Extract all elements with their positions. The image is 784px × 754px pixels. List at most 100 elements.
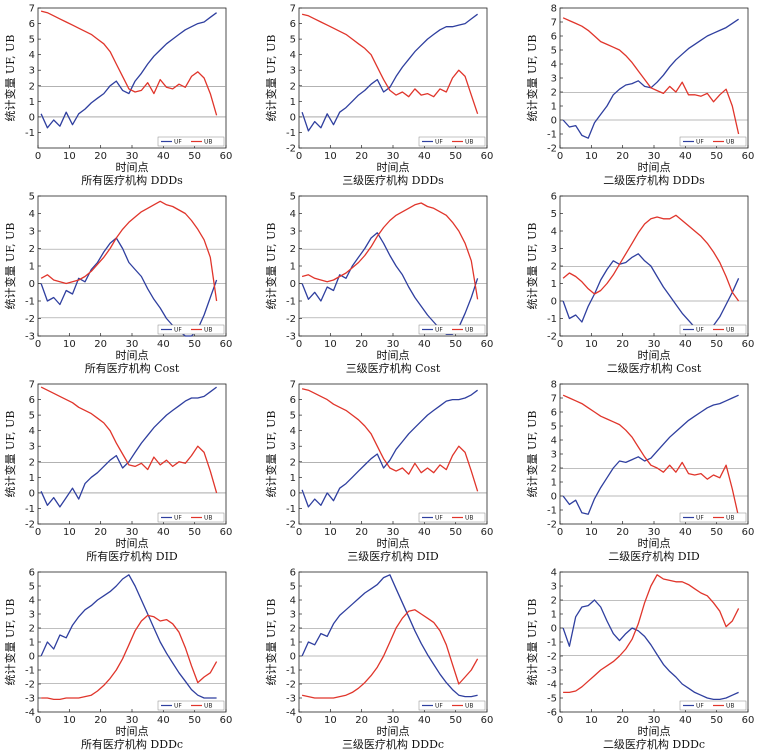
series-line-uf <box>301 232 479 335</box>
y-tick-label: 2 <box>290 81 296 92</box>
series-line-ub <box>40 386 218 494</box>
y-tick-label: 1 <box>551 478 557 489</box>
y-tick-label: -3 <box>286 694 296 705</box>
y-tick-label: 3 <box>29 610 35 621</box>
x-tick-label: 30 <box>648 339 661 350</box>
x-tick-label: 0 <box>35 151 41 162</box>
series-line-ub <box>562 394 740 518</box>
chart-caption: 二级医疗机构 DID <box>608 549 700 563</box>
x-tick-label: 0 <box>557 339 563 350</box>
y-tick-label: 0 <box>29 488 35 499</box>
y-tick-label: -4 <box>547 680 557 691</box>
y-tick-label: 5 <box>29 35 35 46</box>
x-tick-label: 10 <box>324 527 337 538</box>
legend: UF UB <box>418 512 486 523</box>
plot-frame <box>559 571 749 713</box>
y-axis-label: 统计变量 UF, UB <box>3 598 17 685</box>
y-tick-label: 4 <box>551 568 557 579</box>
series-line-ub <box>301 609 479 699</box>
chart-panel-6: 0 10 20 30 40 50 60 -2 -1 0 1 2 3 4 5 6 UF UB 统计变量 UF, UB 时… <box>522 188 783 376</box>
x-tick-label: 50 <box>188 151 201 162</box>
x-tick-label: 0 <box>35 527 41 538</box>
x-tick-label: 50 <box>449 527 462 538</box>
x-tick-label: 60 <box>742 715 755 726</box>
plot-frame <box>298 7 488 149</box>
legend-label-uf: UF <box>174 327 182 334</box>
chart-svg: 0 10 20 30 40 50 60 -3 -2 -1 0 1 2 3 4 5 UF UB 统计变量 UF, UB… <box>3 192 232 376</box>
legend: UF UB <box>157 136 225 147</box>
y-tick-label: 1 <box>290 638 296 649</box>
y-tick-label: 3 <box>29 66 35 77</box>
chart-caption: 所有医疗机构 DDDs <box>81 173 183 187</box>
y-tick-label: 2 <box>29 244 35 255</box>
y-axis-label: 统计变量 UF, UB <box>3 410 17 497</box>
y-tick-label: 4 <box>290 50 296 61</box>
x-tick-label: 40 <box>157 527 170 538</box>
x-tick-label: 30 <box>126 527 139 538</box>
x-tick-label: 30 <box>126 151 139 162</box>
y-tick-label: 0 <box>290 279 296 290</box>
chart-svg: 0 10 20 30 40 50 60 -4 -3 -2 -1 0 1 2 3 4 5 6 UF UB 统计变量 UF,… <box>264 568 493 752</box>
y-tick-label: 1 <box>551 279 557 290</box>
x-tick-label: 20 <box>616 151 629 162</box>
chart-svg: 0 10 20 30 40 50 60 -2 -1 0 1 2 3 4 5 6 7 UF UB 统计变量 UF, UB… <box>3 380 232 564</box>
y-tick-label: -1 <box>286 666 296 677</box>
x-tick-label: 60 <box>742 527 755 538</box>
y-tick-label: 5 <box>290 35 296 46</box>
x-tick-label: 50 <box>710 339 723 350</box>
x-tick-label: 10 <box>63 151 76 162</box>
y-tick-label: 2 <box>29 457 35 468</box>
legend: UF UB <box>418 700 486 711</box>
y-axis-label: 统计变量 UF, UB <box>525 34 539 121</box>
y-tick-label: 1 <box>551 102 557 113</box>
y-tick-label: 1 <box>29 262 35 273</box>
x-tick-label: 50 <box>188 339 201 350</box>
x-axis-label: 时间点 <box>638 725 671 738</box>
y-tick-label: -1 <box>286 504 296 515</box>
y-tick-label: 6 <box>29 395 35 406</box>
chart-panel-1: 0 10 20 30 40 50 60 -1 0 1 2 3 4 5 6 7 UF UB 统计变量 UF, UB 时间… <box>0 0 261 188</box>
y-tick-label: -3 <box>547 666 557 677</box>
x-tick-label: 10 <box>585 151 598 162</box>
chart-svg: 0 10 20 30 40 50 60 -2 -1 0 1 2 3 4 5 6 UF UB 统计变量 UF, UB 时… <box>525 192 755 376</box>
y-tick-label: -2 <box>286 314 296 325</box>
y-tick-label: 3 <box>551 244 557 255</box>
x-tick-label: 20 <box>616 339 629 350</box>
legend-label-ub: UB <box>204 515 213 522</box>
x-tick-label: 20 <box>94 151 107 162</box>
y-tick-label: 5 <box>551 422 557 433</box>
y-tick-label: 3 <box>551 582 557 593</box>
y-tick-label: 2 <box>290 457 296 468</box>
x-tick-label: 30 <box>387 527 400 538</box>
y-tick-label: 3 <box>29 227 35 238</box>
y-axis-label: 统计变量 UF, UB <box>525 410 539 497</box>
x-tick-label: 40 <box>679 339 692 350</box>
x-tick-label: 50 <box>188 715 201 726</box>
y-tick-label: 1 <box>29 638 35 649</box>
chart-panel-3: 0 10 20 30 40 50 60 -2 -1 0 1 2 3 4 5 6 7 8 UF UB 统计变量 UF, U… <box>522 0 783 188</box>
y-tick-label: 3 <box>551 74 557 85</box>
legend-label-uf: UF <box>696 327 704 334</box>
y-tick-label: -2 <box>286 680 296 691</box>
series-line-uf <box>301 389 478 508</box>
y-tick-label: 5 <box>290 192 296 203</box>
x-tick-label: 10 <box>63 339 76 350</box>
chart-caption: 三级医疗机构 DDDc <box>342 737 444 751</box>
chart-panel-12: 0 10 20 30 40 50 60 -6 -5 -4 -3 -2 -1 0 1 2 3 4 UF UB 统计变量 U… <box>522 564 783 752</box>
x-tick-label: 60 <box>742 339 755 350</box>
y-axis-label: 统计变量 UF, UB <box>264 410 278 497</box>
x-tick-label: 50 <box>188 527 201 538</box>
y-tick-label: 1 <box>551 610 557 621</box>
chart-panel-8: 0 10 20 30 40 50 60 -2 -1 0 1 2 3 4 5 6 7 UF UB 统计变量 UF, UB… <box>261 376 522 564</box>
y-tick-label: -1 <box>25 297 35 308</box>
x-tick-label: 40 <box>418 339 431 350</box>
y-tick-label: -3 <box>25 694 35 705</box>
chart-panel-7: 0 10 20 30 40 50 60 -2 -1 0 1 2 3 4 5 6 7 UF UB 统计变量 UF, UB… <box>0 376 261 564</box>
x-tick-label: 0 <box>557 151 563 162</box>
y-tick-label: 4 <box>29 50 35 61</box>
y-tick-label: 6 <box>29 19 35 30</box>
y-tick-label: 5 <box>29 582 35 593</box>
y-tick-label: -2 <box>286 520 296 531</box>
y-axis-label: 统计变量 UF, UB <box>264 34 278 121</box>
